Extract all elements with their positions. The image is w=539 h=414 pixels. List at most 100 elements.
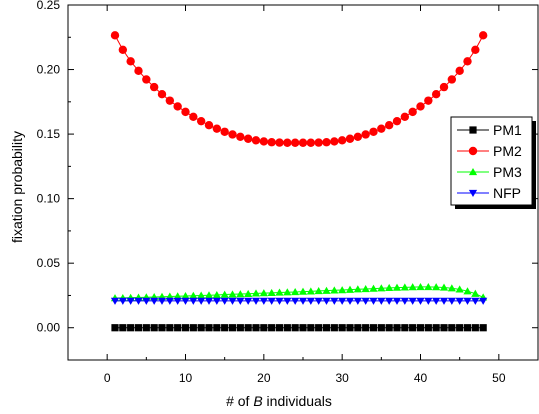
data-point <box>416 282 425 291</box>
data-point <box>306 287 315 295</box>
data-point <box>244 324 252 332</box>
legend-marker <box>468 168 478 176</box>
data-point <box>455 66 464 76</box>
data-point <box>110 31 120 40</box>
data-point <box>322 138 331 147</box>
legend-marker <box>468 189 478 197</box>
legend-label: PM2 <box>493 143 522 159</box>
data-point <box>416 297 425 305</box>
legend-entry-pm1: PM1 <box>457 122 522 138</box>
data-point <box>259 137 269 146</box>
x-tick-label: 40 <box>414 371 428 385</box>
data-point <box>236 297 245 305</box>
legend-marker <box>468 146 478 156</box>
data-point <box>197 324 205 332</box>
data-point <box>330 286 339 294</box>
data-point <box>220 297 229 305</box>
data-point <box>346 324 354 332</box>
series-layer <box>110 31 488 332</box>
x-axis-title-variable: B <box>253 393 262 409</box>
data-point <box>119 324 127 332</box>
data-point <box>181 292 190 300</box>
data-point <box>204 297 214 305</box>
y-axis: 0.00 0.05 0.10 0.15 0.20 0.25 <box>37 0 538 361</box>
data-point <box>275 138 284 147</box>
data-point <box>440 324 448 332</box>
data-point <box>267 288 276 297</box>
data-point <box>150 297 159 305</box>
data-point <box>455 297 464 305</box>
data-point <box>166 324 174 332</box>
data-point <box>142 324 150 332</box>
data-point <box>298 138 308 147</box>
data-point <box>377 124 386 133</box>
data-point <box>197 291 206 299</box>
data-point <box>283 138 292 147</box>
data-point <box>118 45 128 54</box>
data-point <box>345 297 355 305</box>
series-nfp <box>110 297 488 305</box>
data-point <box>158 324 166 332</box>
x-tick-label: 30 <box>335 371 349 385</box>
series-pm3 <box>110 282 488 302</box>
data-point <box>431 90 441 99</box>
data-point <box>181 297 190 305</box>
data-point <box>315 324 323 332</box>
data-point <box>345 134 355 143</box>
data-point <box>173 102 182 111</box>
data-point <box>189 324 197 332</box>
series-line <box>114 35 484 144</box>
data-point <box>369 297 378 305</box>
data-point <box>251 136 261 145</box>
data-point <box>338 286 347 294</box>
data-point <box>165 297 174 305</box>
data-point <box>291 297 300 305</box>
data-point <box>439 283 449 291</box>
data-point <box>157 297 167 305</box>
data-point <box>471 324 479 332</box>
data-point <box>345 285 355 293</box>
data-point <box>181 107 190 117</box>
data-point <box>197 297 206 305</box>
legend-label: PM3 <box>493 164 522 180</box>
data-point <box>189 112 198 121</box>
data-point <box>463 57 472 66</box>
data-point <box>204 291 214 299</box>
data-point <box>142 75 151 84</box>
data-point <box>424 324 432 332</box>
data-point <box>353 297 362 305</box>
data-point <box>298 297 308 305</box>
data-point <box>251 297 261 305</box>
data-point <box>361 297 370 305</box>
data-point <box>439 82 449 92</box>
data-point <box>400 283 409 291</box>
data-point <box>157 90 167 99</box>
legend-entry-pm2: PM2 <box>457 143 522 159</box>
data-point <box>471 289 480 297</box>
data-point <box>283 297 292 305</box>
y-tick-label: 0.15 <box>37 127 61 141</box>
data-point <box>377 324 385 332</box>
data-point <box>361 130 370 139</box>
data-point <box>111 324 119 332</box>
data-point <box>251 289 261 297</box>
data-point <box>243 134 253 143</box>
data-point <box>220 290 229 298</box>
data-point <box>463 287 472 295</box>
data-point <box>471 45 480 54</box>
data-point <box>377 297 386 305</box>
x-axis: 0 10 20 30 40 50 <box>67 5 539 385</box>
data-point <box>244 289 253 297</box>
data-point <box>306 297 315 305</box>
data-point <box>236 324 244 332</box>
data-point <box>212 290 221 299</box>
data-point <box>369 127 378 136</box>
data-point <box>307 324 315 332</box>
data-point <box>283 288 292 296</box>
data-point <box>126 297 135 305</box>
data-point <box>392 283 402 291</box>
data-point <box>244 297 253 305</box>
data-point <box>408 283 417 291</box>
legend-label: NFP <box>493 185 521 201</box>
data-point <box>408 297 417 305</box>
